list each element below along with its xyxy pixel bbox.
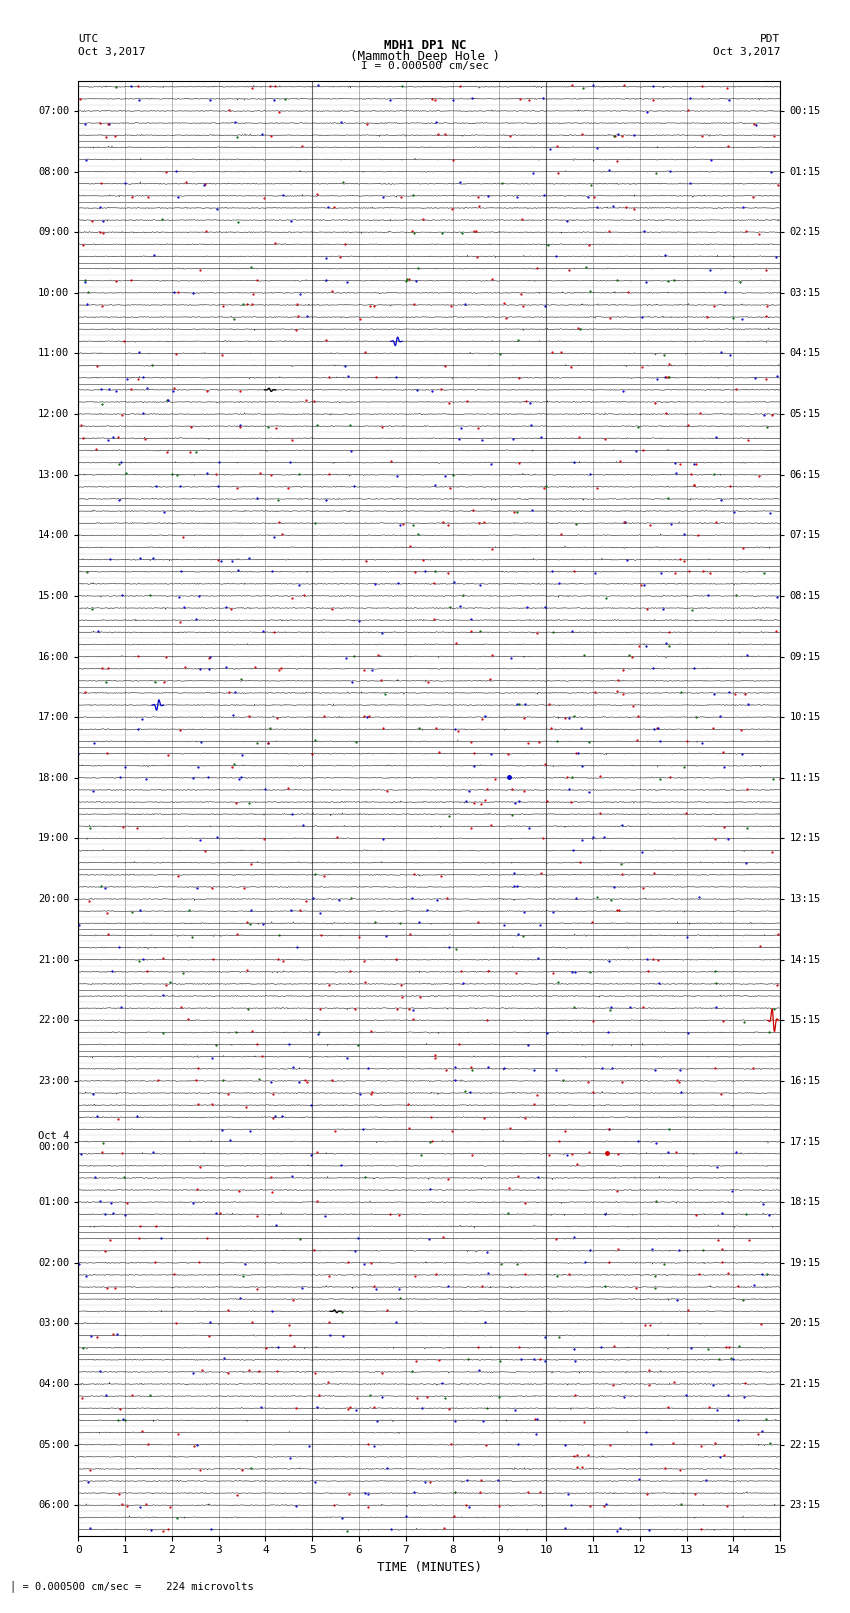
Text: I = 0.000500 cm/sec: I = 0.000500 cm/sec <box>361 61 489 71</box>
Text: UTC: UTC <box>78 34 99 44</box>
Text: │ = 0.000500 cm/sec =    224 microvolts: │ = 0.000500 cm/sec = 224 microvolts <box>10 1581 254 1592</box>
X-axis label: TIME (MINUTES): TIME (MINUTES) <box>377 1561 482 1574</box>
Text: PDT: PDT <box>760 34 780 44</box>
Text: MDH1 DP1 NC: MDH1 DP1 NC <box>383 39 467 52</box>
Text: Oct 3,2017: Oct 3,2017 <box>713 47 780 56</box>
Text: (Mammoth Deep Hole ): (Mammoth Deep Hole ) <box>350 50 500 63</box>
Text: Oct 3,2017: Oct 3,2017 <box>78 47 145 56</box>
